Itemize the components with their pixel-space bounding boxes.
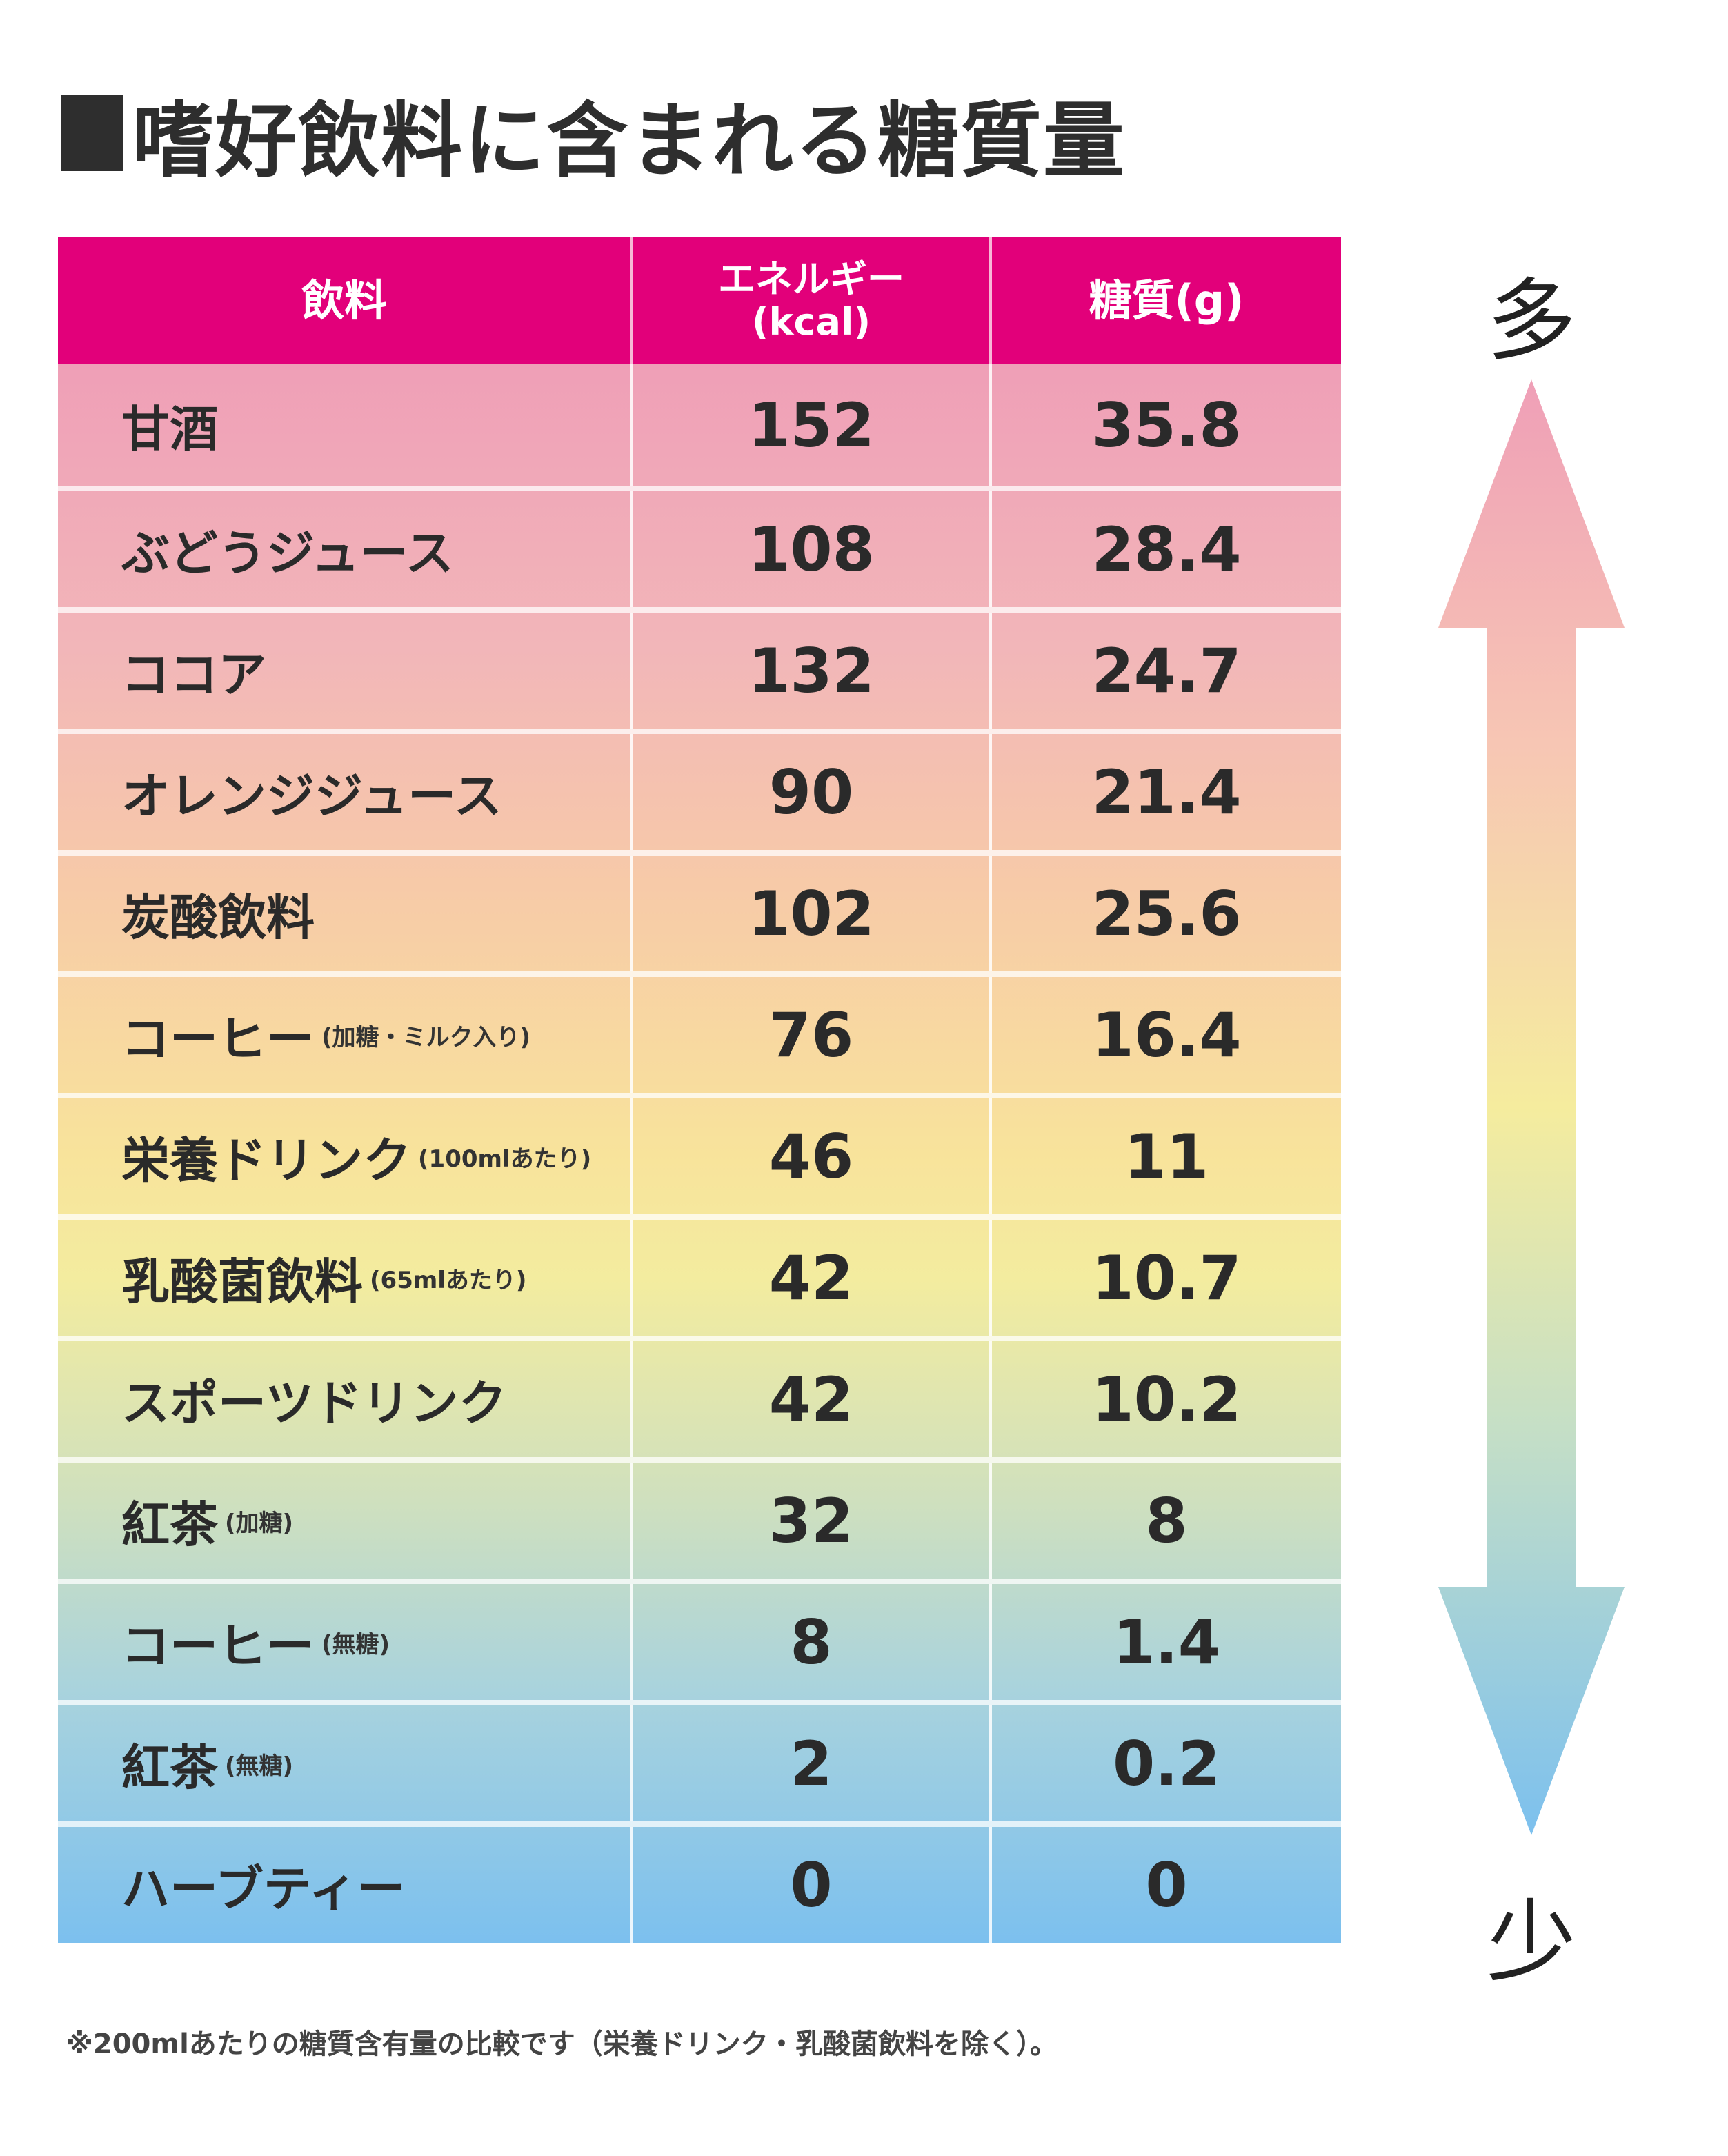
drink-name: 乳酸菌飲料	[121, 1253, 363, 1310]
energy-cell: 152	[633, 364, 992, 486]
drink-name: 紅茶	[121, 1496, 218, 1553]
energy-cell: 2	[633, 1705, 992, 1821]
drink-name-cell: 紅茶 (無糖)	[58, 1705, 633, 1821]
sugar-cell: 0.2	[1113, 1728, 1220, 1799]
drink-note: (加糖・ミルク入り)	[321, 1023, 531, 1051]
table-row: ぶどうジュース 108 28.4	[58, 486, 1341, 607]
table-row: オレンジジュース 90 21.4	[58, 729, 1341, 850]
drink-note: (加糖)	[225, 1509, 294, 1537]
drink-name-cell: コーヒー (無糖)	[58, 1584, 633, 1700]
energy-cell: 108	[633, 491, 992, 607]
table-row: ハーブティー 0 0	[58, 1821, 1341, 1943]
energy-cell: 42	[633, 1220, 992, 1336]
scale-top-label: 多	[1486, 268, 1576, 373]
energy-cell: 90	[633, 734, 992, 850]
table-row: 乳酸菌飲料 (65mlあたり) 42 10.7	[58, 1214, 1341, 1336]
drink-name: ぶどうジュース	[121, 524, 454, 582]
drink-name: 紅茶	[121, 1739, 218, 1796]
drink-name-cell: ハーブティー	[58, 1827, 633, 1943]
table-row: 甘酒 152 35.8	[58, 364, 1341, 486]
table-header: 飲料 エネルギー (kcal) 糖質(g)	[58, 237, 1341, 364]
drink-name-cell: コーヒー (加糖・ミルク入り)	[58, 977, 633, 1093]
drink-name-cell: ココア	[58, 613, 633, 729]
drink-name-cell: 甘酒	[58, 364, 633, 486]
table-row: 紅茶 (無糖) 2 0.2	[58, 1700, 1341, 1821]
drink-name: ハーブティー	[121, 1860, 406, 1917]
header-energy: エネルギー (kcal)	[633, 237, 992, 364]
page-title: 嗜好飲料に含まれる糖質量	[61, 81, 1126, 188]
energy-cell: 8	[633, 1584, 992, 1700]
table-row: コーヒー (無糖) 8 1.4	[58, 1579, 1341, 1700]
footnote: ※200mlあたりの糖質含有量の比較です（栄養ドリンク・乳酸菌飲料を除く）。	[66, 2028, 1057, 2060]
sugar-cell: 24.7	[1091, 635, 1242, 706]
table-row: ココア 132 24.7	[58, 607, 1341, 729]
drink-name-cell: 栄養ドリンク (100mlあたり)	[58, 1098, 633, 1214]
drink-name: 炭酸飲料	[121, 889, 315, 946]
header-drink: 飲料	[58, 237, 633, 364]
sugar-cell: 25.6	[1091, 878, 1242, 949]
drink-name: 栄養ドリンク	[121, 1131, 411, 1189]
table-row: コーヒー (加糖・ミルク入り) 76 16.4	[58, 971, 1341, 1093]
drink-name-cell: 炭酸飲料	[58, 856, 633, 971]
drink-name-cell: ぶどうジュース	[58, 491, 633, 607]
drink-name-cell: 紅茶 (加糖)	[58, 1463, 633, 1579]
energy-cell: 0	[633, 1827, 992, 1943]
drink-name: ココア	[121, 646, 266, 703]
square-bullet-icon	[61, 95, 123, 171]
drink-note: (65mlあたり)	[370, 1266, 527, 1294]
table-row: 紅茶 (加糖) 32 8	[58, 1457, 1341, 1579]
drink-name: 甘酒	[121, 400, 218, 457]
sugar-cell: 0	[1145, 1849, 1188, 1921]
drink-note: (無糖)	[225, 1752, 294, 1780]
drink-note: (100mlあたり)	[418, 1145, 592, 1173]
sugar-cell: 35.8	[1091, 389, 1242, 461]
sugar-cell: 28.4	[1091, 513, 1242, 585]
sugar-cell: 1.4	[1113, 1606, 1220, 1678]
table-row: 栄養ドリンク (100mlあたり) 46 11	[58, 1093, 1341, 1214]
drink-name-cell: 乳酸菌飲料 (65mlあたり)	[58, 1220, 633, 1336]
drink-name: オレンジジュース	[121, 767, 502, 824]
sugar-cell: 21.4	[1091, 756, 1242, 828]
energy-cell: 46	[633, 1098, 992, 1214]
table-body: 甘酒 152 35.8 ぶどうジュース 108 28.4 ココア 132 24.7 オレンジジュー…	[58, 364, 1341, 1943]
title-text: 嗜好飲料に含まれる糖質量	[132, 92, 1126, 188]
energy-cell: 132	[633, 613, 992, 729]
sugar-cell: 8	[1145, 1485, 1188, 1556]
drink-note: (無糖)	[321, 1630, 390, 1659]
header-energy-line2: (kcal)	[751, 299, 871, 344]
sugar-cell: 10.2	[1091, 1363, 1242, 1435]
drink-name-cell: オレンジジュース	[58, 734, 633, 850]
drink-name: コーヒー	[121, 1010, 315, 1067]
drink-name-cell: スポーツドリンク	[58, 1341, 633, 1457]
sugar-cell: 11	[1124, 1120, 1209, 1192]
double-arrow-icon	[1438, 379, 1625, 1835]
drink-name: コーヒー	[121, 1617, 315, 1674]
sugar-table: 飲料 エネルギー (kcal) 糖質(g) 甘酒 152 35.8 ぶどうジュース 10…	[58, 237, 1341, 1943]
energy-cell: 102	[633, 856, 992, 971]
table-row: スポーツドリンク 42 10.2	[58, 1336, 1341, 1457]
table-row: 炭酸飲料 102 25.6	[58, 850, 1341, 971]
energy-cell: 42	[633, 1341, 992, 1457]
sugar-scale: 多 少	[1428, 235, 1635, 1995]
energy-cell: 32	[633, 1463, 992, 1579]
sugar-cell: 16.4	[1091, 999, 1242, 1071]
drink-name: スポーツドリンク	[121, 1374, 507, 1432]
scale-bottom-label: 少	[1486, 1890, 1576, 1995]
header-sugar: 糖質(g)	[1089, 275, 1244, 326]
sugar-cell: 10.7	[1091, 1242, 1242, 1314]
header-energy-line1: エネルギー	[718, 257, 904, 301]
energy-cell: 76	[633, 977, 992, 1093]
